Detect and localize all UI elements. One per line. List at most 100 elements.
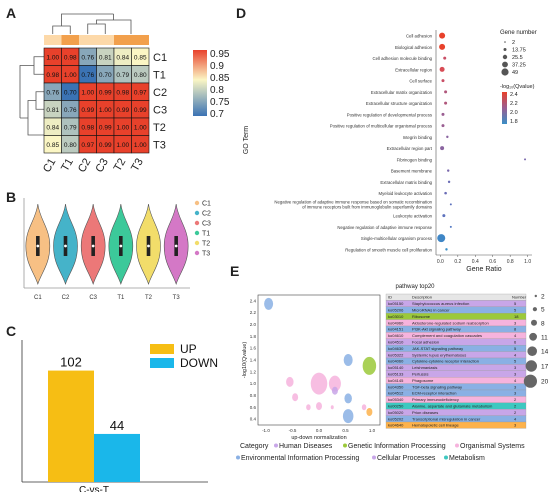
pathway-size-legend-label: 17 <box>541 364 549 371</box>
category-legend-swatch <box>444 455 448 460</box>
violin-legend-label: C1 <box>202 201 211 208</box>
pathway-x-axis-title: up-down normalization <box>291 435 346 441</box>
pathway-table-cell-number: 5 <box>514 359 517 364</box>
pathway-y-tick-label: 0.4 <box>250 417 257 422</box>
violin-x-label: C1 <box>34 295 42 301</box>
go-term-point <box>444 90 448 94</box>
group-bar-cell <box>79 35 97 45</box>
colorbar-tick-label: 0.95 <box>210 49 230 60</box>
pathway-table-cell-number: 4 <box>514 378 517 383</box>
pathway-point <box>331 386 338 395</box>
panel-label-d: D <box>236 5 246 21</box>
pathway-table-row <box>385 313 527 320</box>
pathway-table-cell-description: Ribosome <box>412 314 431 319</box>
bar-up <box>48 370 94 482</box>
pathway-size-legend-label: 2 <box>541 294 545 301</box>
go-bubble-panel: Cell adhesion Biological adhesion Cell adh… <box>243 30 537 273</box>
category-legend-title: Category <box>240 443 269 450</box>
group-bar-cell <box>131 35 149 45</box>
bar-legend-label: UP <box>180 342 197 356</box>
pathway-table-cell-id: ko04151 <box>388 327 404 332</box>
pathway-x-tick-label: 1.0 <box>369 428 376 433</box>
pathway-table-cell-description: Cytokine-cytokine receptor interaction <box>412 359 479 364</box>
go-term-point <box>449 225 452 228</box>
go-term-point <box>447 180 451 184</box>
heatmap-row-label: T3 <box>153 139 166 151</box>
heatmap-cell-label: 1.00 <box>134 124 147 131</box>
heatmap-cell-label: 0.85 <box>46 142 59 149</box>
heatmap-cell-label: 0.76 <box>64 107 77 114</box>
violin-legend-label: C3 <box>202 221 211 228</box>
violin-median <box>64 244 67 248</box>
pathway-size-legend-label: 8 <box>541 320 545 327</box>
pathway-table-cell-id: ko04630 <box>388 346 404 351</box>
category-legend-swatch <box>343 443 347 448</box>
go-x-tick-label: 0.2 <box>454 259 461 265</box>
pathway-table-cell-number: 4 <box>514 352 517 357</box>
category-legend-label: Organismal Systems <box>460 443 525 450</box>
bar-value-label: 44 <box>110 418 124 433</box>
heatmap-col-label: C3 <box>93 157 110 175</box>
go-x-tick-label: 0.8 <box>507 259 514 265</box>
go-size-legend-label: 37.25 <box>512 63 526 69</box>
pathway-table-cell-id: ko04640 <box>388 423 404 428</box>
pathway-table-cell-number: 4 <box>514 416 517 421</box>
category-legend-label: Human Diseases <box>279 443 333 450</box>
pathway-point <box>330 405 334 410</box>
pathway-table-cell-id: ko05020 <box>388 410 404 415</box>
violin-median <box>174 244 178 248</box>
pathway-point <box>264 297 274 310</box>
pathway-table-cell-number: 3 <box>514 391 517 396</box>
go-term-label: Single-multicellular organism process <box>361 236 432 241</box>
violin-legend-dot <box>194 240 200 246</box>
pathway-y-tick-label: 1.0 <box>250 381 257 386</box>
pathway-table-cell-description: JAK-STAT signaling pathway <box>412 346 463 351</box>
violin-x-label: T2 <box>145 295 153 301</box>
pathway-y-tick-label: 0.6 <box>250 405 257 410</box>
violin-x-label: C3 <box>89 295 97 301</box>
pathway-table-cell-description: Primary immunodeficiency <box>412 397 459 402</box>
dendrogram-top <box>52 13 132 34</box>
go-term-label: Regulation of smooth muscle cell prolife… <box>345 247 432 252</box>
violin-panel: C1 C2 C3 T1 T2 T3 C1 C2 C3 T1 T2 T3 <box>23 198 211 301</box>
go-term-point <box>444 191 447 195</box>
heatmap-row-label: C1 <box>153 52 167 64</box>
pathway-table-cell-description: TGF-beta signaling pathway <box>412 384 462 389</box>
pathway-table-cell-description: PI3K-Akt signaling pathway <box>412 327 461 332</box>
violin-legend-label: T2 <box>202 241 210 248</box>
go-term-point <box>439 66 445 72</box>
pathway-table-cell-number: 2 <box>514 404 517 409</box>
go-x-tick-label: 1.0 <box>524 259 531 265</box>
pathway-table-cell-number: 6 <box>514 340 517 345</box>
heatmap-cell-label: 0.98 <box>116 89 129 96</box>
violin-x-label: T3 <box>173 295 181 301</box>
violin-median <box>36 244 40 248</box>
go-term-point <box>440 146 445 151</box>
dendrogram-left <box>19 56 44 136</box>
pathway-table-row <box>385 421 527 429</box>
heatmap-col-label: C1 <box>41 157 58 175</box>
group-bar-cell <box>61 35 79 45</box>
pathway-table-cell-description: MicroRNAs in cancer <box>412 308 450 313</box>
go-term-label: Positive regulation of developmental pro… <box>347 112 432 117</box>
pathway-y-tick-label: 0.8 <box>250 393 257 398</box>
pathway-y-tick-label: 1.8 <box>250 334 257 339</box>
pathway-table-cell-description: Staphylococcus aureus infection <box>412 301 469 306</box>
heatmap-cell <box>131 135 150 154</box>
pathway-table-header <box>385 293 527 301</box>
pathway-table-cell-number: 8 <box>514 327 517 332</box>
violin-x-label: T1 <box>117 295 125 301</box>
pathway-table-cell-description: Complement and coagulation cascades <box>412 333 482 338</box>
pathway-x-tick-label: 0.5 <box>342 428 349 433</box>
pathway-table-cell-number: 5 <box>514 346 517 351</box>
pathway-table-row <box>385 338 527 346</box>
heatmap-cell-label: 0.84 <box>116 54 129 61</box>
heatmap-cell-label: 0.81 <box>46 107 59 114</box>
pathway-table-cell-id: ko05140 <box>388 365 404 370</box>
panel-label-c: C <box>6 323 16 339</box>
pathway-size-legend-label: 14 <box>541 349 549 356</box>
violin-legend-dot <box>194 230 200 236</box>
pathway-size-legend-label: 5 <box>541 307 545 314</box>
heatmap-cell-label: 0.98 <box>81 124 94 131</box>
violin-x-label: C2 <box>62 295 70 301</box>
